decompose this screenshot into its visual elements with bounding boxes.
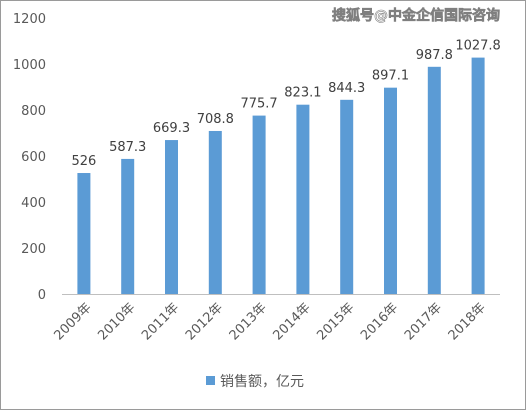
x-tick-label: 2010年 bbox=[95, 300, 138, 343]
bars: 526 587.3 669.3 708.8 775.7 823.1 844.3 897.1 98… bbox=[71, 39, 501, 295]
legend-swatch bbox=[206, 376, 215, 385]
x-tick-label: 2009年 bbox=[52, 300, 95, 343]
x-tick-label: 2014年 bbox=[271, 300, 314, 343]
data-label: 669.3 bbox=[153, 121, 190, 136]
bar bbox=[77, 173, 91, 294]
data-label: 987.8 bbox=[416, 48, 453, 63]
bar bbox=[471, 57, 485, 294]
y-tick-label: 400 bbox=[21, 196, 46, 211]
y-tick-label: 600 bbox=[21, 150, 46, 165]
legend-label: 销售额，亿元 bbox=[220, 374, 304, 390]
watermark: 搜狐号@中金企信国际咨询 bbox=[332, 7, 500, 24]
bar bbox=[296, 104, 310, 294]
data-label: 526 bbox=[71, 154, 96, 169]
y-tick-label: 200 bbox=[21, 242, 46, 257]
y-tick-label: 0 bbox=[38, 288, 46, 303]
x-tick-label: 2016年 bbox=[358, 300, 401, 343]
data-label: 708.8 bbox=[197, 112, 234, 127]
x-axis: 2009年 2010年 2011年 2012年 2013年 2014年 2015年 2016年… bbox=[52, 300, 489, 343]
data-label: 823.1 bbox=[284, 86, 321, 101]
y-axis: 0 200 400 600 800 1000 1200 bbox=[13, 12, 46, 303]
y-tick-label: 1000 bbox=[13, 58, 46, 73]
data-label: 775.7 bbox=[240, 97, 277, 112]
bar bbox=[427, 66, 441, 294]
data-label: 844.3 bbox=[328, 81, 365, 96]
y-tick-label: 1200 bbox=[13, 12, 46, 27]
data-label: 1027.8 bbox=[455, 39, 501, 54]
data-label: 587.3 bbox=[109, 140, 146, 155]
bar bbox=[384, 87, 397, 295]
x-tick-label: 2012年 bbox=[183, 300, 226, 343]
x-tick-label: 2011年 bbox=[139, 300, 182, 343]
bar bbox=[121, 158, 135, 294]
legend: 销售额，亿元 bbox=[206, 374, 304, 390]
x-tick-label: 2015年 bbox=[314, 300, 357, 343]
x-tick-label: 2013年 bbox=[227, 300, 270, 343]
x-tick-label: 2017年 bbox=[402, 300, 445, 343]
bar bbox=[208, 130, 222, 294]
y-tick-label: 800 bbox=[21, 104, 46, 119]
bar bbox=[340, 99, 354, 294]
data-label: 897.1 bbox=[372, 69, 409, 84]
bar bbox=[165, 140, 178, 294]
x-tick-label: 2018年 bbox=[446, 300, 489, 343]
bar bbox=[252, 115, 266, 295]
